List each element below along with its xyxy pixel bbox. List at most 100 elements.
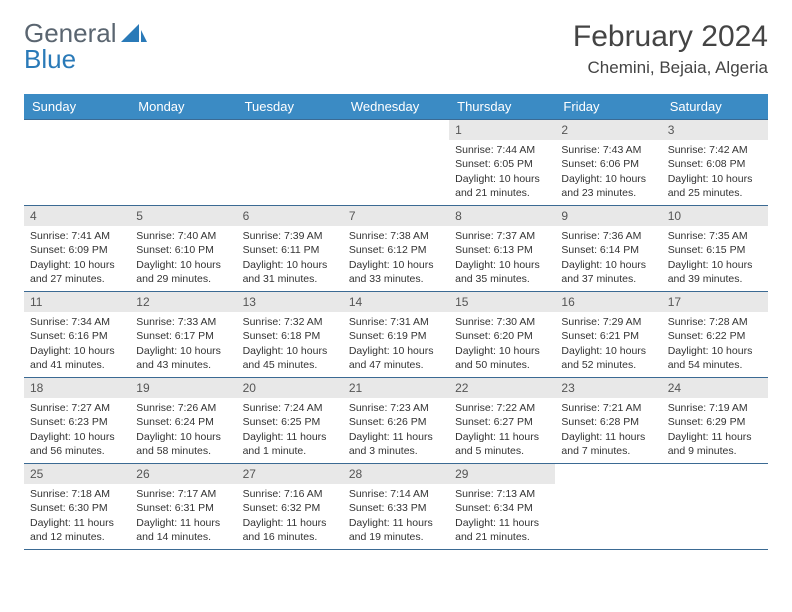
sunset-text: Sunset: 6:18 PM: [243, 329, 337, 343]
calendar-cell: [343, 120, 449, 206]
day-details: Sunrise: 7:39 AMSunset: 6:11 PMDaylight:…: [237, 226, 343, 290]
daylight-text: Daylight: 10 hours and 31 minutes.: [243, 258, 337, 286]
weekday-header: Sunday: [24, 94, 130, 120]
sunset-text: Sunset: 6:24 PM: [136, 415, 230, 429]
day-number: 7: [343, 206, 449, 226]
day-details: Sunrise: 7:41 AMSunset: 6:09 PMDaylight:…: [24, 226, 130, 290]
daylight-text: Daylight: 10 hours and 45 minutes.: [243, 344, 337, 372]
calendar-cell: 4Sunrise: 7:41 AMSunset: 6:09 PMDaylight…: [24, 206, 130, 292]
daylight-text: Daylight: 10 hours and 37 minutes.: [561, 258, 655, 286]
daylight-text: Daylight: 11 hours and 14 minutes.: [136, 516, 230, 544]
day-details: Sunrise: 7:37 AMSunset: 6:13 PMDaylight:…: [449, 226, 555, 290]
day-number: 19: [130, 378, 236, 398]
calendar-cell: 7Sunrise: 7:38 AMSunset: 6:12 PMDaylight…: [343, 206, 449, 292]
daylight-text: Daylight: 10 hours and 23 minutes.: [561, 172, 655, 200]
daylight-text: Daylight: 10 hours and 27 minutes.: [30, 258, 124, 286]
day-details: Sunrise: 7:29 AMSunset: 6:21 PMDaylight:…: [555, 312, 661, 376]
calendar-cell: 2Sunrise: 7:43 AMSunset: 6:06 PMDaylight…: [555, 120, 661, 206]
calendar-week-row: 1 Sunrise: 7:44 AMSunset: 6:05 PM Daylight…: [24, 120, 768, 206]
calendar-cell: 20Sunrise: 7:24 AMSunset: 6:25 PMDayligh…: [237, 378, 343, 464]
calendar-cell: 11Sunrise: 7:34 AMSunset: 6:16 PMDayligh…: [24, 292, 130, 378]
sunrise-text: Sunrise: 7:13 AM: [455, 487, 549, 501]
sunset-text: Sunset: 6:29 PM: [668, 415, 762, 429]
sunset-text: Sunset: 6:05 PM: [455, 157, 549, 171]
sunrise-text: Sunrise: 7:21 AM: [561, 401, 655, 415]
daylight-text: Daylight: 10 hours and 47 minutes.: [349, 344, 443, 372]
day-details: Sunrise: 7:36 AMSunset: 6:14 PMDaylight:…: [555, 226, 661, 290]
calendar-cell: [237, 120, 343, 206]
calendar-cell: 8Sunrise: 7:37 AMSunset: 6:13 PMDaylight…: [449, 206, 555, 292]
daylight-text: Daylight: 11 hours and 16 minutes.: [243, 516, 337, 544]
sunset-text: Sunset: 6:19 PM: [349, 329, 443, 343]
calendar-week-row: 25Sunrise: 7:18 AMSunset: 6:30 PMDayligh…: [24, 464, 768, 550]
sunrise-text: Sunrise: 7:28 AM: [668, 315, 762, 329]
day-number: 18: [24, 378, 130, 398]
sunrise-text: Sunrise: 7:38 AM: [349, 229, 443, 243]
day-number: 22: [449, 378, 555, 398]
calendar-cell: [130, 120, 236, 206]
sunset-text: Sunset: 6:33 PM: [349, 501, 443, 515]
day-number: 8: [449, 206, 555, 226]
day-number: 16: [555, 292, 661, 312]
calendar-cell: [662, 464, 768, 550]
sunrise-text: Sunrise: 7:39 AM: [243, 229, 337, 243]
weekday-header: Friday: [555, 94, 661, 120]
day-details: Sunrise: 7:24 AMSunset: 6:25 PMDaylight:…: [237, 398, 343, 462]
daylight-text: Daylight: 11 hours and 21 minutes.: [455, 516, 549, 544]
day-details: Sunrise: 7:30 AMSunset: 6:20 PMDaylight:…: [449, 312, 555, 376]
sunset-text: Sunset: 6:20 PM: [455, 329, 549, 343]
sunset-text: Sunset: 6:28 PM: [561, 415, 655, 429]
calendar-cell: [555, 464, 661, 550]
sunrise-text: Sunrise: 7:17 AM: [136, 487, 230, 501]
day-details: Sunrise: 7:14 AMSunset: 6:33 PMDaylight:…: [343, 484, 449, 548]
sunrise-text: Sunrise: 7:44 AM: [455, 143, 549, 157]
calendar-cell: 22Sunrise: 7:22 AMSunset: 6:27 PMDayligh…: [449, 378, 555, 464]
logo-text-2: Blue: [24, 46, 147, 72]
calendar-cell: 17Sunrise: 7:28 AMSunset: 6:22 PMDayligh…: [662, 292, 768, 378]
sunrise-text: Sunrise: 7:42 AM: [668, 143, 762, 157]
sunrise-text: Sunrise: 7:37 AM: [455, 229, 549, 243]
day-number: 1: [449, 120, 555, 140]
calendar-cell: [24, 120, 130, 206]
day-details: Sunrise: 7:23 AMSunset: 6:26 PMDaylight:…: [343, 398, 449, 462]
day-number: 11: [24, 292, 130, 312]
day-number: 27: [237, 464, 343, 484]
sunrise-text: Sunrise: 7:31 AM: [349, 315, 443, 329]
daylight-text: Daylight: 11 hours and 7 minutes.: [561, 430, 655, 458]
day-details: Sunrise: 7:43 AMSunset: 6:06 PMDaylight:…: [555, 140, 661, 204]
day-number: 20: [237, 378, 343, 398]
day-details: Sunrise: 7:32 AMSunset: 6:18 PMDaylight:…: [237, 312, 343, 376]
day-details: Sunrise: 7:26 AMSunset: 6:24 PMDaylight:…: [130, 398, 236, 462]
weekday-header: Tuesday: [237, 94, 343, 120]
daylight-text: Daylight: 11 hours and 9 minutes.: [668, 430, 762, 458]
calendar-week-row: 4Sunrise: 7:41 AMSunset: 6:09 PMDaylight…: [24, 206, 768, 292]
sunrise-text: Sunrise: 7:19 AM: [668, 401, 762, 415]
location: Chemini, Bejaia, Algeria: [573, 58, 768, 78]
daylight-text: Daylight: 10 hours and 29 minutes.: [136, 258, 230, 286]
sunset-text: Sunset: 6:30 PM: [30, 501, 124, 515]
day-number: 23: [555, 378, 661, 398]
sunrise-text: Sunrise: 7:30 AM: [455, 315, 549, 329]
calendar-week-row: 18Sunrise: 7:27 AMSunset: 6:23 PMDayligh…: [24, 378, 768, 464]
calendar-cell: 27Sunrise: 7:16 AMSunset: 6:32 PMDayligh…: [237, 464, 343, 550]
day-number: 14: [343, 292, 449, 312]
daylight-text: Daylight: 10 hours and 41 minutes.: [30, 344, 124, 372]
weekday-header: Thursday: [449, 94, 555, 120]
calendar-cell: 24Sunrise: 7:19 AMSunset: 6:29 PMDayligh…: [662, 378, 768, 464]
day-number: 25: [24, 464, 130, 484]
day-number: 4: [24, 206, 130, 226]
day-number: 10: [662, 206, 768, 226]
daylight-text: Daylight: 11 hours and 3 minutes.: [349, 430, 443, 458]
day-number: 17: [662, 292, 768, 312]
weekday-header: Monday: [130, 94, 236, 120]
sunrise-text: Sunrise: 7:27 AM: [30, 401, 124, 415]
day-number: 9: [555, 206, 661, 226]
sunrise-text: Sunrise: 7:36 AM: [561, 229, 655, 243]
daylight-text: Daylight: 11 hours and 19 minutes.: [349, 516, 443, 544]
day-details: Sunrise: 7:42 AMSunset: 6:08 PMDaylight:…: [662, 140, 768, 204]
daylight-text: Daylight: 10 hours and 33 minutes.: [349, 258, 443, 286]
daylight-text: Daylight: 10 hours and 25 minutes.: [668, 172, 762, 200]
sunset-text: Sunset: 6:21 PM: [561, 329, 655, 343]
day-details: Sunrise: 7:33 AMSunset: 6:17 PMDaylight:…: [130, 312, 236, 376]
calendar-cell: 18Sunrise: 7:27 AMSunset: 6:23 PMDayligh…: [24, 378, 130, 464]
